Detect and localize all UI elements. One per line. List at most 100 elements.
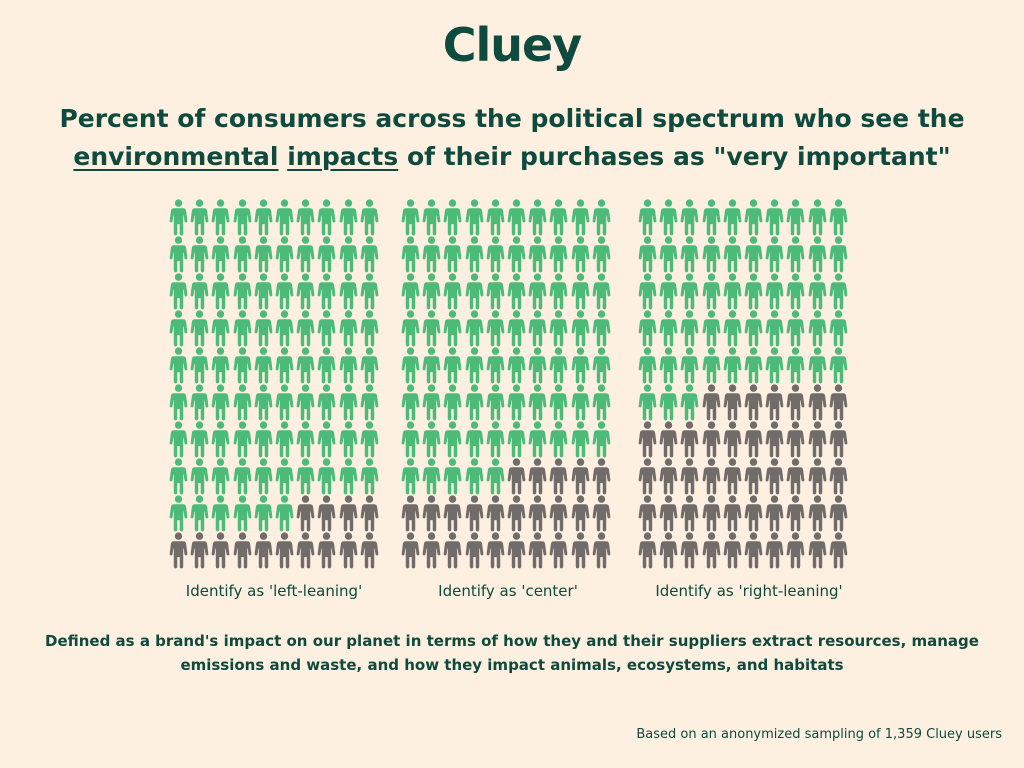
person-icon-very-important — [722, 273, 743, 310]
person-icon-very-important — [274, 421, 295, 458]
person-icon-very-important — [210, 310, 231, 347]
person-icon-other — [400, 532, 421, 569]
person-icon-other — [807, 495, 828, 532]
person-icon-other — [764, 384, 785, 421]
person-icon-very-important — [743, 273, 764, 310]
person-icon-other — [785, 495, 806, 532]
person-icon-very-important — [421, 273, 442, 310]
person-icon-other — [506, 532, 527, 569]
person-icon-other — [591, 532, 612, 569]
person-icon-very-important — [316, 236, 337, 273]
person-icon-very-important — [722, 236, 743, 273]
person-icon-very-important — [359, 384, 380, 421]
person-icon-other — [400, 495, 421, 532]
person-icon-very-important — [637, 199, 658, 236]
person-icon-very-important — [274, 199, 295, 236]
person-icon-very-important — [210, 384, 231, 421]
person-icon-other — [743, 458, 764, 495]
person-icon-other — [743, 421, 764, 458]
person-icon-other — [232, 532, 253, 569]
person-icon-very-important — [400, 310, 421, 347]
person-icon-other — [828, 421, 849, 458]
person-icon-very-important — [359, 273, 380, 310]
person-icon-very-important — [637, 347, 658, 384]
person-icon-very-important — [400, 273, 421, 310]
person-icon-very-important — [210, 199, 231, 236]
person-icon-other — [722, 495, 743, 532]
person-icon-other — [527, 532, 548, 569]
person-icon-very-important — [359, 236, 380, 273]
person-icon-other — [701, 495, 722, 532]
person-icon-other — [421, 495, 442, 532]
person-icon-very-important — [527, 421, 548, 458]
person-icon-other — [701, 421, 722, 458]
person-icon-very-important — [442, 273, 463, 310]
person-icon-very-important — [828, 347, 849, 384]
person-icon-very-important — [570, 199, 591, 236]
person-icon-very-important — [168, 273, 189, 310]
person-icon-very-important — [485, 273, 506, 310]
person-icon-very-important — [464, 236, 485, 273]
person-icon-other — [658, 532, 679, 569]
person-icon-other — [637, 495, 658, 532]
person-icon-other — [807, 421, 828, 458]
person-icon-very-important — [570, 384, 591, 421]
person-icon-very-important — [359, 458, 380, 495]
person-icon-very-important — [658, 310, 679, 347]
person-icon-very-important — [464, 310, 485, 347]
person-icon-very-important — [828, 236, 849, 273]
person-icon-very-important — [637, 384, 658, 421]
person-icon-very-important — [743, 236, 764, 273]
person-icon-very-important — [210, 421, 231, 458]
person-icon-very-important — [527, 347, 548, 384]
person-icon-very-important — [785, 273, 806, 310]
person-icon-very-important — [807, 310, 828, 347]
person-icon-very-important — [485, 384, 506, 421]
person-icon-very-important — [274, 384, 295, 421]
person-icon-very-important — [253, 384, 274, 421]
person-icon-other — [743, 495, 764, 532]
person-icon-other — [295, 495, 316, 532]
person-icon-very-important — [485, 236, 506, 273]
person-icon-very-important — [295, 347, 316, 384]
title-line-2-rest: of their purchases as "very important" — [398, 142, 951, 171]
person-icon-very-important — [168, 495, 189, 532]
person-icon-very-important — [274, 458, 295, 495]
person-icon-other — [591, 458, 612, 495]
person-icon-very-important — [485, 199, 506, 236]
person-icon-very-important — [764, 347, 785, 384]
category-label-right-leaning: Identify as 'right-leaning' — [655, 582, 843, 600]
person-icon-very-important — [506, 347, 527, 384]
person-icon-very-important — [591, 384, 612, 421]
person-icon-very-important — [506, 273, 527, 310]
person-icon-very-important — [210, 495, 231, 532]
person-icon-other — [701, 458, 722, 495]
person-icon-other — [679, 495, 700, 532]
person-icon-very-important — [548, 273, 569, 310]
person-icon-very-important — [785, 199, 806, 236]
person-icon-very-important — [785, 347, 806, 384]
category-label-center: Identify as 'center' — [438, 582, 578, 600]
person-icon-very-important — [189, 347, 210, 384]
person-icon-very-important — [168, 458, 189, 495]
person-icon-very-important — [658, 236, 679, 273]
person-icon-other — [722, 384, 743, 421]
person-icon-very-important — [506, 199, 527, 236]
person-icon-very-important — [527, 199, 548, 236]
person-icon-very-important — [400, 199, 421, 236]
person-icon-very-important — [316, 458, 337, 495]
person-icon-very-important — [527, 310, 548, 347]
person-icon-other — [338, 532, 359, 569]
person-icon-very-important — [210, 273, 231, 310]
person-icon-very-important — [658, 384, 679, 421]
person-icon-very-important — [189, 384, 210, 421]
person-icon-very-important — [274, 495, 295, 532]
person-icon-other — [189, 532, 210, 569]
person-icon-very-important — [464, 458, 485, 495]
person-icon-very-important — [421, 458, 442, 495]
person-icon-other — [722, 532, 743, 569]
person-icon-very-important — [295, 384, 316, 421]
person-icon-very-important — [189, 421, 210, 458]
person-icon-very-important — [253, 236, 274, 273]
person-icon-very-important — [701, 347, 722, 384]
